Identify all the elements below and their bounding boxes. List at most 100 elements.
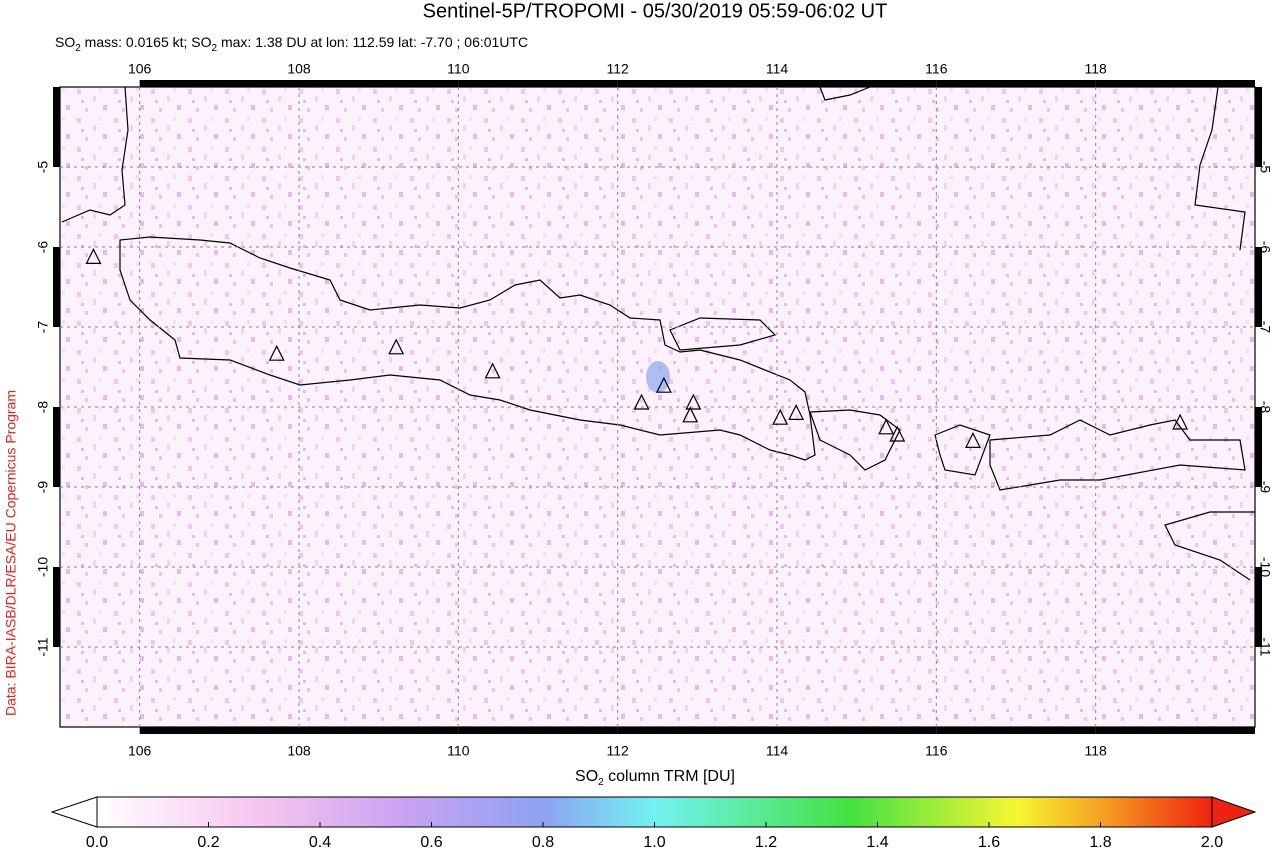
volcano — [682, 406, 699, 423]
volcano — [85, 248, 102, 264]
colorbar-tick-label: 2.0 — [1201, 834, 1223, 851]
y-tick-label-right: -8 — [1257, 401, 1272, 414]
y-tick-label-right: -11 — [1257, 637, 1272, 656]
subscript: 2 — [598, 777, 604, 788]
kalimantan-coast — [1194, 86, 1246, 251]
data-credit: Data: BIRA-IASB/DLR/ESA/EU Copernicus Pr… — [3, 390, 19, 716]
x-tick-label-bottom: 118 — [1085, 743, 1108, 759]
text-part: mass: 0.0165 kt; SO — [81, 34, 212, 50]
y-tick-label-right: -5 — [1257, 161, 1272, 174]
x-tick-label-top: 112 — [607, 61, 630, 77]
volcano — [772, 408, 789, 425]
y-tick-label-right: -6 — [1257, 241, 1272, 254]
volcano — [268, 344, 285, 361]
frame-bar — [1255, 407, 1262, 487]
frame-bar — [1255, 567, 1262, 647]
x-tick-label-bottom: 112 — [607, 743, 630, 759]
sumatra-coast — [61, 86, 129, 223]
y-tick-label-left: -7 — [35, 321, 51, 334]
frame-bar — [617, 727, 777, 734]
subtitle: SO2 mass: 0.0165 kt; SO2 max: 1.38 DU at… — [55, 34, 528, 54]
text-part: max: 1.38 DU at lon: 112.59 lat: -7.70 ;… — [217, 34, 528, 50]
frame-bar — [139, 727, 299, 734]
y-tick-label-right: -10 — [1257, 557, 1272, 577]
x-tick-label-top: 108 — [287, 61, 311, 77]
frame-bar — [53, 87, 60, 167]
frame-bar — [1095, 80, 1255, 87]
subscript: 2 — [212, 43, 218, 54]
frame-bar — [299, 80, 459, 87]
text-part: SO — [55, 34, 75, 50]
volcano — [788, 404, 805, 420]
frame-bar — [299, 727, 459, 734]
y-tick-label-right: -7 — [1257, 321, 1272, 334]
subscript: 2 — [75, 43, 81, 54]
text-part: column TRM [DU] — [604, 768, 735, 785]
x-tick-label-top: 106 — [128, 61, 152, 77]
volcano — [1172, 413, 1189, 430]
colorbar-tick-label: 1.8 — [1089, 834, 1111, 851]
colorbar-tick-label: 1.6 — [978, 834, 1000, 851]
y-tick-label-left: -9 — [35, 481, 51, 494]
x-tick-label-top: 118 — [1085, 61, 1108, 77]
colorbar-tick-label: 0.0 — [86, 834, 108, 851]
colorbar-tick-label: 1.0 — [643, 834, 665, 851]
colorbar-tick-label: 0.8 — [532, 834, 554, 851]
frame-bar — [458, 80, 618, 87]
title: Sentinel-5P/TROPOMI - 05/30/2019 05:59-0… — [423, 0, 888, 22]
colorbar-label: SO2 column TRM [DU] — [575, 768, 735, 788]
volcano — [685, 393, 702, 410]
y-tick-label-right: -9 — [1257, 481, 1272, 494]
volcano — [655, 376, 672, 393]
frame-bar — [617, 80, 777, 87]
x-tick-label-bottom: 116 — [925, 743, 948, 759]
volcano — [889, 425, 906, 442]
colorbar-tick-label: 1.4 — [866, 834, 888, 851]
volcano — [388, 338, 405, 355]
y-tick-label-left: -6 — [35, 241, 51, 254]
frame-bar — [139, 80, 299, 87]
y-tick-label-left: -10 — [35, 557, 51, 577]
colorbar-tick-label: 0.6 — [420, 834, 442, 851]
volcano — [633, 393, 650, 410]
x-tick-label-bottom: 106 — [128, 743, 152, 759]
volcano — [965, 432, 981, 448]
colorbar-tick-label: 0.2 — [197, 834, 219, 851]
x-tick-label-top: 110 — [447, 61, 470, 77]
volcano — [878, 418, 895, 435]
so2-hotspot — [646, 361, 670, 393]
x-tick-label-bottom: 110 — [447, 743, 470, 759]
frame-bar — [53, 567, 60, 647]
text-part: SO — [575, 768, 598, 785]
java-coast — [119, 236, 816, 461]
x-tick-label-bottom: 108 — [287, 743, 311, 759]
y-tick-label-left: -8 — [35, 401, 51, 414]
madura-coast — [669, 317, 777, 351]
colorbar-tick-label: 1.2 — [755, 834, 777, 851]
frame-bar — [53, 247, 60, 327]
frame-bar — [1255, 87, 1262, 167]
bali-coast — [809, 409, 901, 471]
y-tick-label-left: -11 — [35, 637, 51, 656]
x-tick-label-top: 116 — [925, 61, 948, 77]
sulawesi-coast — [819, 86, 871, 101]
frame-bar — [458, 727, 618, 734]
frame-bar — [936, 80, 1096, 87]
frame-bars — [53, 80, 1262, 734]
sumba-coast — [1164, 511, 1255, 581]
x-tick-label-bottom: 114 — [766, 743, 789, 759]
colorbar-tick-label: 0.4 — [309, 834, 331, 851]
volcano — [484, 362, 501, 379]
frame-bar — [53, 407, 60, 487]
frame-bar — [1095, 727, 1255, 734]
x-tick-label-top: 114 — [766, 61, 789, 77]
frame-bar — [777, 80, 937, 87]
frame-bar — [1255, 247, 1262, 327]
colorbar-under-arrow — [50, 796, 98, 828]
colorbar-over-arrow — [1211, 796, 1257, 828]
lombok-coast — [934, 424, 991, 476]
y-tick-label-left: -5 — [35, 161, 51, 174]
frame-bar — [936, 727, 1096, 734]
frame-bar — [777, 727, 937, 734]
